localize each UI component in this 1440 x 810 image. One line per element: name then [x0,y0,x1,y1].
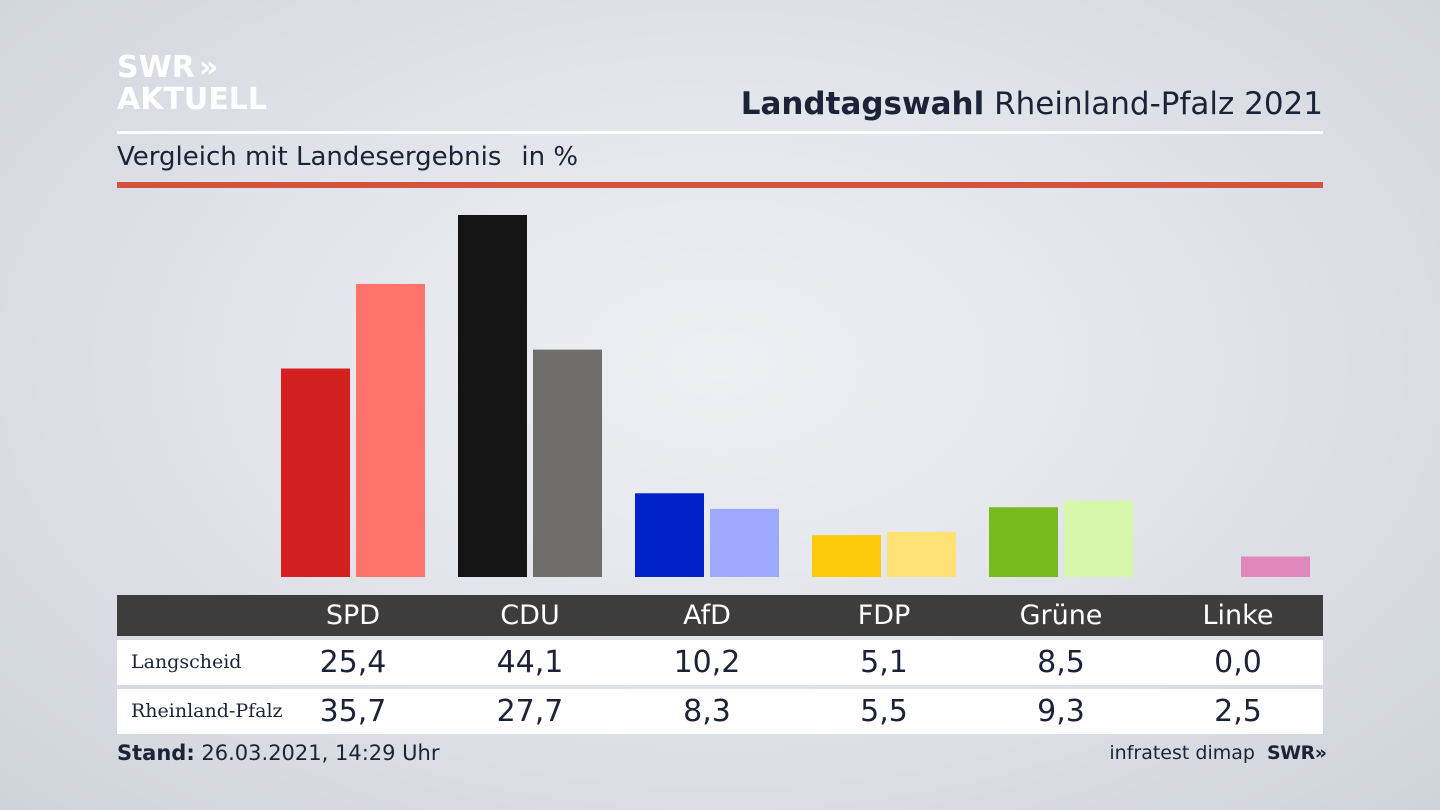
source-logo-text: SWR [1266,742,1315,764]
value-langscheid-gruene: 8,5 [1037,645,1085,680]
timestamp: Stand: 26.03.2021, 14:29 Uhr [117,741,440,765]
table-row-langscheid: Langscheid 25,4 44,1 10,2 5,1 8,5 0,0 [117,640,1323,685]
logo-aktuell-text: AKTUELL [117,82,268,117]
value-rheinland-pfalz-afd: 8,3 [683,694,731,729]
value-rheinland-pfalz-gruene: 9,3 [1037,694,1085,729]
value-langscheid-afd: 10,2 [673,645,741,680]
bar-gruene-langscheid [989,507,1058,577]
table-header-row: SPD CDU AfD FDP Grüne Linke [117,595,1323,636]
value-rheinland-pfalz-spd: 35,7 [319,694,387,729]
stand-label: Stand: [117,741,195,765]
source-name: infratest dimap [1109,742,1255,764]
chart-subtitle: Vergleich mit Landesergebnis in % [117,142,578,172]
value-langscheid-fdp: 5,1 [860,645,908,680]
bar-afd-rheinland-pfalz [710,508,779,577]
title-divider [117,131,1323,134]
column-header-fdp: FDP [857,600,911,631]
bar-cdu-rheinland-pfalz [533,349,602,577]
row-label-rheinland-pfalz: Rheinland-Pfalz [131,700,283,722]
bar-spd-langscheid [281,368,350,577]
stand-value: 26.03.2021, 14:29 Uhr [194,741,440,765]
bar-linke-rheinland-pfalz [1241,556,1310,577]
swr-chevron-icon: » [1314,742,1327,764]
column-header-afd: AfD [683,600,731,631]
subtitle-divider [117,182,1323,188]
unit-label: in % [521,142,579,172]
bar-chart [281,215,1310,577]
value-langscheid-cdu: 44,1 [496,645,564,680]
bar-gruene-rheinland-pfalz [1064,500,1133,577]
row-label-langscheid: Langscheid [131,651,242,673]
column-header-linke: Linke [1202,600,1274,631]
column-header-gruene: Grüne [1019,600,1103,631]
bar-fdp-langscheid [812,535,881,577]
value-rheinland-pfalz-linke: 2,5 [1214,694,1262,729]
value-langscheid-linke: 0,0 [1214,645,1262,680]
title-rest: Rheinland-Pfalz 2021 [984,86,1323,122]
swr-logo-small: SWR» [1266,742,1327,764]
logo-swr-text: SWR [117,50,195,85]
bar-fdp-rheinland-pfalz [887,531,956,577]
bar-afd-langscheid [635,493,704,577]
page-title: Landtagswahl Rheinland-Pfalz 2021 [741,86,1323,122]
column-header-cdu: CDU [500,600,560,631]
column-header-spd: SPD [325,600,381,631]
bar-spd-rheinland-pfalz [356,283,425,577]
bar-cdu-langscheid [458,215,527,577]
results-table: SPD CDU AfD FDP Grüne Linke Langscheid 25,4 44,… [117,595,1323,734]
value-rheinland-pfalz-cdu: 27,7 [496,694,564,729]
title-bold: Landtagswahl [740,86,985,122]
table-row-rheinland-pfalz: Rheinland-Pfalz 35,7 27,7 8,3 5,5 9,3 2,5 [117,689,1323,734]
source-credit: infratest dimap SWR» [1109,742,1327,764]
swr-aktuell-logo: SWR» AKTUELL [117,52,267,116]
subtitle-text: Vergleich mit Landesergebnis [117,142,502,172]
value-rheinland-pfalz-fdp: 5,5 [860,694,908,729]
value-langscheid-spd: 25,4 [319,645,387,680]
